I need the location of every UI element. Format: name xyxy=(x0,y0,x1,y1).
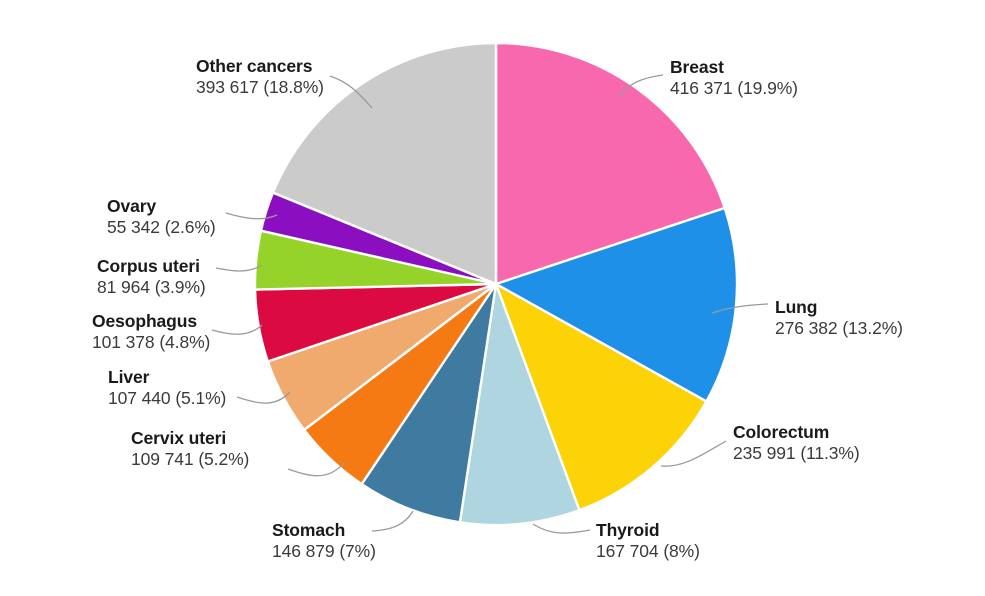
pie-label-name-cervix-uteri: Cervix uteri xyxy=(131,428,227,448)
pie-label-colorectum: Colorectum 235 991 (11.3%) xyxy=(733,422,860,463)
pie-label-name-other-cancers: Other cancers xyxy=(196,56,313,76)
pie-label-thyroid: Thyroid 167 704 (8%) xyxy=(596,520,700,561)
pie-slice-colorectum[interactable] xyxy=(494,282,708,512)
pie-label-value-ovary: 55 342 (2.6%) xyxy=(107,216,216,237)
pie-label-value-other-cancers: 393 617 (18.8%) xyxy=(196,76,324,97)
pie-label-corpus-uteri: Corpus uteri 81 964 (3.9%) xyxy=(97,256,206,297)
pie-label-value-thyroid: 167 704 (8%) xyxy=(596,540,700,561)
leader-line-liver xyxy=(236,391,291,404)
leader-line-thyroid xyxy=(532,523,591,534)
leader-line-breast xyxy=(618,74,664,96)
pie-label-lung: Lung 276 382 (13.2%) xyxy=(775,297,903,338)
pie-label-value-liver: 107 440 (5.1%) xyxy=(108,387,227,408)
pie-label-name-colorectum: Colorectum xyxy=(733,422,830,442)
leader-line-oesophagus xyxy=(211,324,263,335)
pie-label-value-cervix-uteri: 109 741 (5.2%) xyxy=(131,448,250,469)
pie-label-value-oesophagus: 101 378 (4.8%) xyxy=(92,331,211,352)
pie-label-oesophagus: Oesophagus 101 378 (4.8%) xyxy=(92,311,210,352)
pie-slice-thyroid[interactable] xyxy=(458,282,581,527)
pie-label-stomach: Stomach 146 879 (7%) xyxy=(272,520,376,561)
leader-line-cervix-uteri xyxy=(287,462,345,477)
pie-label-name-ovary: Ovary xyxy=(107,196,157,216)
leader-lines-group xyxy=(211,74,769,534)
leader-line-ovary xyxy=(225,212,278,220)
pie-label-name-lung: Lung xyxy=(775,297,818,317)
pie-label-name-liver: Liver xyxy=(108,367,150,387)
pie-label-name-breast: Breast xyxy=(670,57,724,77)
pie-label-breast: Breast 416 371 (19.9%) xyxy=(670,57,798,98)
pie-label-liver: Liver 107 440 (5.1%) xyxy=(108,367,226,408)
pie-slices-group xyxy=(253,41,739,527)
leader-line-colorectum xyxy=(660,440,727,467)
pie-label-name-stomach: Stomach xyxy=(272,520,346,540)
pie-slice-stomach[interactable] xyxy=(360,282,498,524)
pie-slice-other-cancers[interactable] xyxy=(271,41,498,286)
pie-label-value-lung: 276 382 (13.2%) xyxy=(775,317,903,338)
pie-label-value-stomach: 146 879 (7%) xyxy=(272,540,376,561)
pie-label-name-thyroid: Thyroid xyxy=(596,520,660,540)
pie-label-cervix-uteri: Cervix uteri 109 741 (5.2%) xyxy=(131,428,249,469)
pie-label-ovary: Ovary 55 342 (2.6%) xyxy=(107,196,216,237)
pie-slice-breast[interactable] xyxy=(494,41,726,286)
pie-label-name-corpus-uteri: Corpus uteri xyxy=(97,256,200,276)
pie-label-other-cancers: Other cancers 393 617 (18.8%) xyxy=(196,56,324,97)
pie-label-name-oesophagus: Oesophagus xyxy=(92,311,197,331)
pie-label-value-breast: 416 371 (19.9%) xyxy=(670,77,798,98)
leader-line-lung xyxy=(711,303,769,314)
leader-line-other-cancers xyxy=(329,75,373,109)
pie-label-value-corpus-uteri: 81 964 (3.9%) xyxy=(97,276,206,297)
pie-label-value-colorectum: 235 991 (11.3%) xyxy=(733,442,860,463)
leader-line-corpus-uteri xyxy=(215,264,263,272)
leader-line-stomach xyxy=(371,510,414,532)
